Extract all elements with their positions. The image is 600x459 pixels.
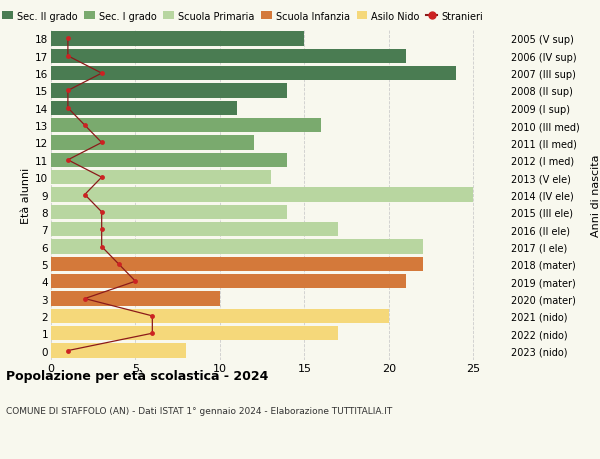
Bar (51, 205, 287, 219)
Bar (51, 136, 254, 150)
Bar (51, 240, 422, 254)
Bar (51, 153, 287, 168)
Bar (51, 32, 304, 46)
Bar (51, 50, 406, 64)
Bar (51, 257, 422, 271)
Legend: Sec. II grado, Sec. I grado, Scuola Primaria, Scuola Infanzia, Asilo Nido, Stran: Sec. II grado, Sec. I grado, Scuola Prim… (2, 11, 483, 22)
Bar (51, 171, 271, 185)
Y-axis label: Età alunni: Età alunni (21, 167, 31, 223)
Bar (51, 119, 321, 133)
Bar (51, 292, 220, 306)
Bar (51, 84, 287, 98)
Bar (51, 223, 338, 237)
Bar (51, 67, 457, 81)
Bar (51, 188, 473, 202)
Bar (51, 309, 389, 323)
Bar (51, 344, 186, 358)
Y-axis label: Anni di nascita: Anni di nascita (591, 154, 600, 236)
Bar (51, 274, 406, 289)
Text: COMUNE DI STAFFOLO (AN) - Dati ISTAT 1° gennaio 2024 - Elaborazione TUTTITALIA.I: COMUNE DI STAFFOLO (AN) - Dati ISTAT 1° … (6, 406, 392, 415)
Bar (51, 101, 237, 116)
Text: Popolazione per età scolastica - 2024: Popolazione per età scolastica - 2024 (6, 369, 268, 382)
Bar (51, 326, 338, 341)
